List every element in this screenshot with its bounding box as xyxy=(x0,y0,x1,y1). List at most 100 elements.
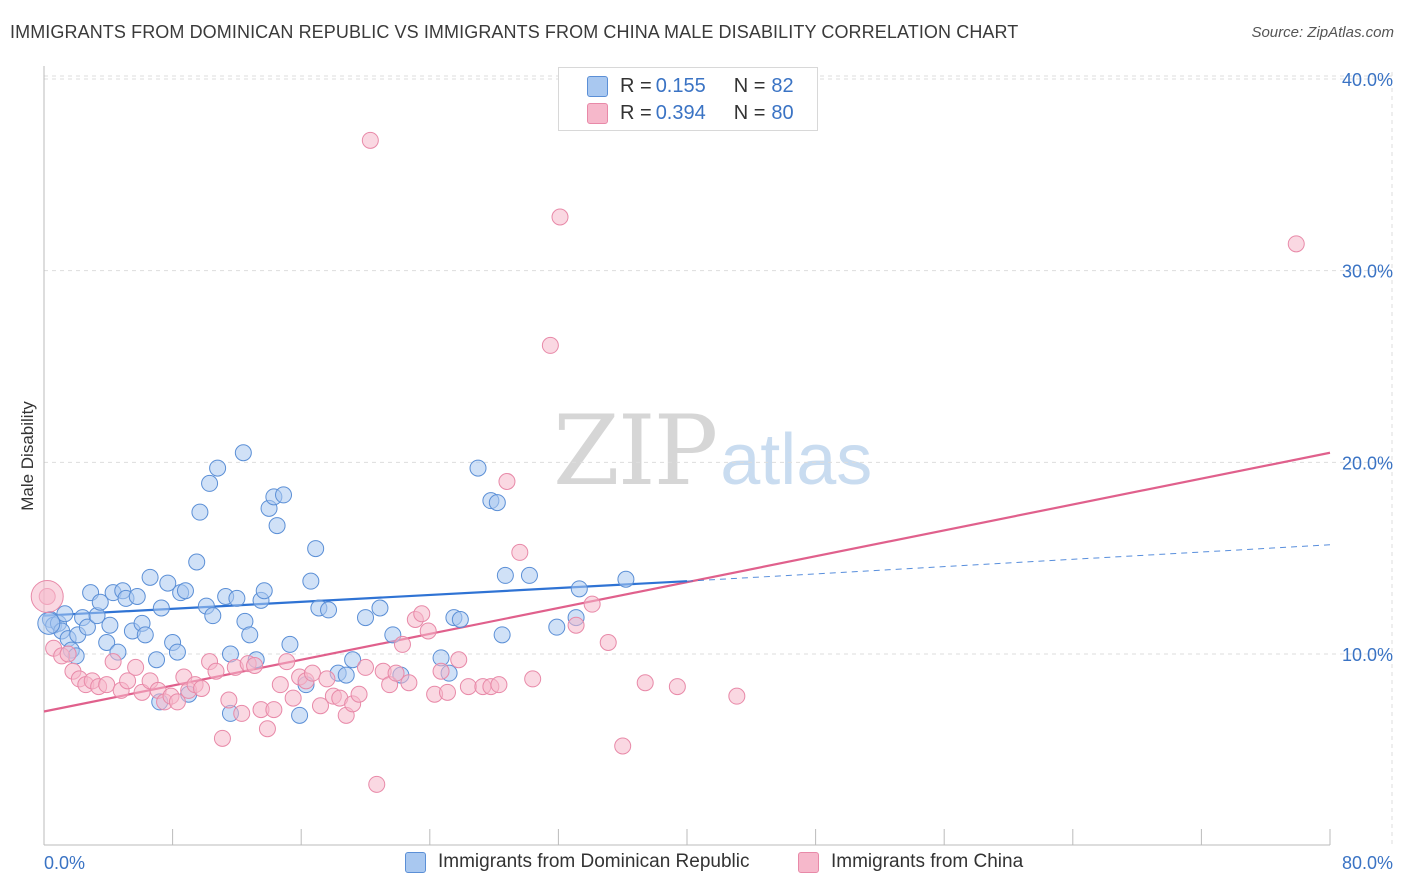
data-point-dominican xyxy=(493,626,511,644)
data-point-dominican xyxy=(357,609,374,627)
trend-line-dominican-extension xyxy=(686,544,1331,582)
data-point-china xyxy=(361,131,379,149)
legend-n-value: 82 xyxy=(771,74,794,97)
data-point-china xyxy=(599,634,617,651)
data-point-dominican xyxy=(344,651,362,669)
data-point-dominican xyxy=(191,503,209,521)
data-point-dominican xyxy=(159,574,177,592)
data-point-china xyxy=(541,336,559,354)
data-point-china xyxy=(583,595,601,613)
chart-title: IMMIGRANTS FROM DOMINICAN REPUBLIC VS IM… xyxy=(10,22,1019,42)
data-point-dominican xyxy=(101,616,119,634)
data-point-china xyxy=(490,676,508,694)
data-point-china xyxy=(368,775,386,793)
data-point-dominican xyxy=(168,643,186,661)
legend-n-value: 80 xyxy=(771,101,794,124)
data-point-dominican xyxy=(488,494,506,512)
data-point-china xyxy=(432,662,450,680)
data-point-china xyxy=(438,683,456,701)
data-point-china xyxy=(246,657,264,674)
data-point-china xyxy=(387,664,405,682)
y-tick-label: 20.0% xyxy=(1342,453,1393,473)
data-point-dominican xyxy=(291,706,309,724)
series-china xyxy=(30,131,1305,793)
x-tick-label: 0.0% xyxy=(44,853,85,873)
legend-swatch-blue xyxy=(587,75,608,97)
legend-row-china: R = 0.394 N = 80 xyxy=(587,100,794,126)
legend-r-key: R = xyxy=(620,74,652,97)
legend-r-value: 0.394 xyxy=(655,101,706,124)
data-point-dominican xyxy=(204,607,222,625)
data-point-dominican xyxy=(469,459,487,477)
data-point-china xyxy=(357,658,374,676)
data-point-dominican xyxy=(176,582,194,600)
data-point-china xyxy=(233,704,251,722)
data-point-dominican xyxy=(228,589,246,607)
data-point-dominican xyxy=(496,566,514,584)
data-point-china xyxy=(668,678,686,696)
legend-r-key: R = xyxy=(620,101,652,124)
legend-label-dominican: Immigrants from Dominican Republic xyxy=(438,851,750,872)
legend-item-dominican: Immigrants from Dominican Republic xyxy=(405,851,750,873)
data-point-china xyxy=(459,678,477,696)
data-point-china xyxy=(614,737,632,755)
data-point-china xyxy=(193,680,211,697)
data-point-china xyxy=(168,693,186,711)
legend-swatch-pink xyxy=(587,102,608,124)
legend-row-dominican: R = 0.155 N = 82 xyxy=(587,73,794,99)
y-tick-label: 10.0% xyxy=(1342,645,1393,665)
data-point-dominican xyxy=(234,444,252,462)
data-point-dominican xyxy=(337,666,355,684)
data-point-dominican xyxy=(302,572,320,590)
data-point-china xyxy=(393,635,411,653)
data-point-dominican xyxy=(37,611,61,635)
data-point-dominican xyxy=(281,635,299,653)
data-point-dominican xyxy=(188,553,206,571)
data-point-china xyxy=(551,208,569,226)
data-point-dominican xyxy=(152,599,170,617)
legend-swatch-blue xyxy=(405,851,426,873)
data-point-dominican xyxy=(320,601,338,619)
data-point-china xyxy=(419,622,437,640)
data-point-dominican xyxy=(209,459,227,477)
data-point-china xyxy=(284,689,302,707)
data-point-dominican xyxy=(371,599,389,617)
legend-item-china: Immigrants from China xyxy=(798,851,1023,873)
data-point-dominican xyxy=(268,517,286,535)
data-point-china xyxy=(498,473,516,490)
legend-swatch-pink xyxy=(798,851,819,873)
data-point-china xyxy=(258,720,276,738)
data-point-china xyxy=(728,687,746,705)
data-point-dominican xyxy=(520,566,538,584)
data-point-china xyxy=(303,664,321,682)
data-point-dominican xyxy=(275,486,293,504)
data-point-china xyxy=(524,670,542,688)
data-point-china xyxy=(636,674,654,692)
data-point-dominican xyxy=(241,626,259,644)
data-point-china xyxy=(318,670,336,688)
data-point-china xyxy=(1287,235,1305,253)
data-point-dominican xyxy=(91,593,109,611)
data-point-dominican xyxy=(136,626,154,644)
data-point-dominican xyxy=(548,618,566,636)
tick-labels: 10.0% 20.0% 30.0% 40.0% 0.0% 80.0% xyxy=(44,70,1393,873)
legend-r-value: 0.155 xyxy=(655,74,706,97)
y-tick-label: 40.0% xyxy=(1342,70,1393,90)
x-tick-label: 80.0% xyxy=(1342,853,1393,873)
data-point-dominican xyxy=(98,634,116,651)
data-point-china xyxy=(413,605,431,623)
data-point-china xyxy=(271,676,289,694)
data-point-china xyxy=(207,662,225,680)
data-point-china xyxy=(59,645,77,663)
legend-label-china: Immigrants from China xyxy=(831,851,1024,872)
y-tick-label: 30.0% xyxy=(1342,262,1393,282)
data-point-dominican xyxy=(56,605,74,623)
data-point-china xyxy=(567,616,585,634)
data-point-dominican xyxy=(570,580,588,598)
data-point-china xyxy=(127,658,145,676)
data-point-china xyxy=(104,653,122,671)
data-point-dominican xyxy=(141,568,159,586)
data-point-dominican xyxy=(617,570,635,588)
correlation-legend: R = 0.155 N = 82 R = 0.394 N = 80 xyxy=(558,67,818,131)
